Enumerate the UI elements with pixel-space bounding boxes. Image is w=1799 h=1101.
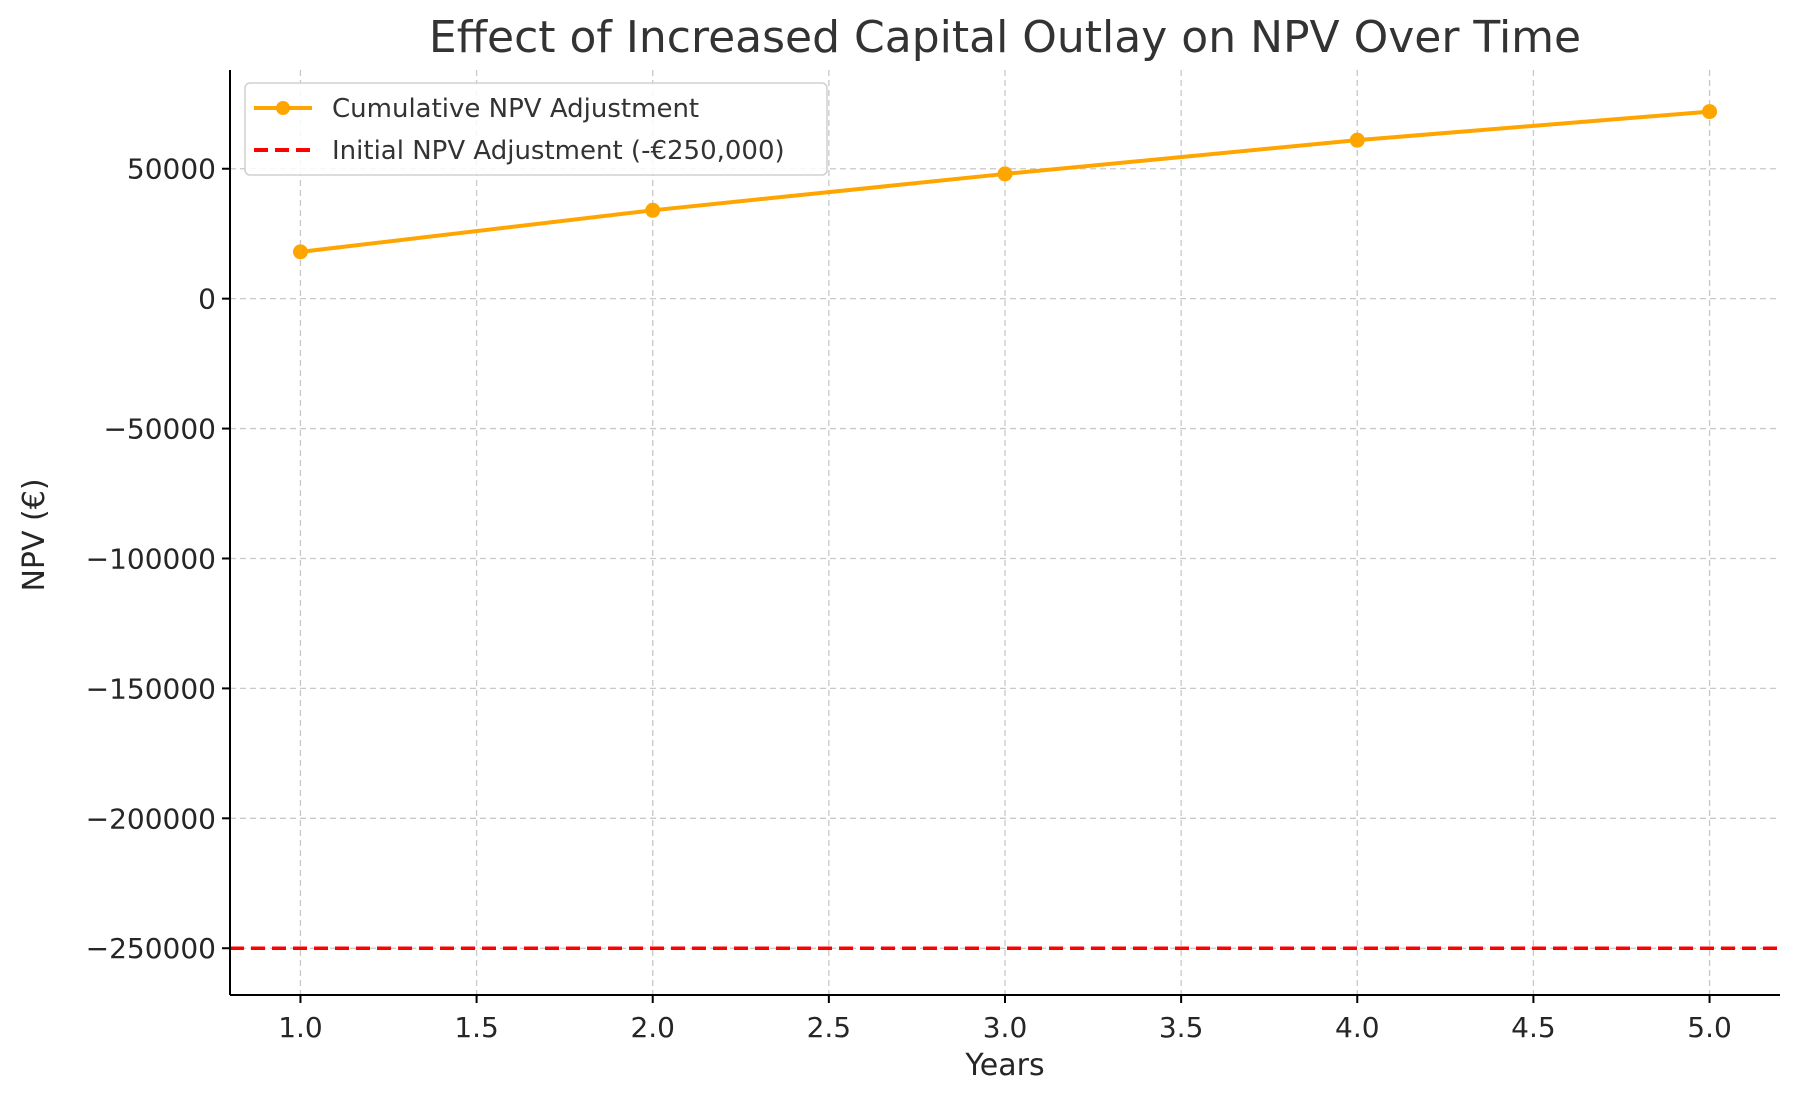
data-point xyxy=(1702,104,1718,120)
x-axis-title: Years xyxy=(964,1048,1044,1083)
y-tick-label: −250000 xyxy=(86,932,216,965)
grid xyxy=(230,70,1780,995)
y-tick-label: 0 xyxy=(198,283,216,316)
data-point xyxy=(997,166,1013,182)
legend-series-marker-swatch xyxy=(276,101,290,115)
x-tick-label: 5.0 xyxy=(1687,1011,1732,1044)
x-tick-label: 1.5 xyxy=(454,1011,499,1044)
x-tick-label: 3.0 xyxy=(983,1011,1028,1044)
y-tick-label: 50000 xyxy=(127,153,216,186)
legend-label-series: Cumulative NPV Adjustment xyxy=(332,94,699,124)
legend: Cumulative NPV Adjustment Initial NPV Ad… xyxy=(244,82,828,176)
x-tick-label: 1.0 xyxy=(278,1011,323,1044)
x-tick-label: 2.5 xyxy=(807,1011,852,1044)
data-point xyxy=(645,202,661,218)
chart-title: Effect of Increased Capital Outlay on NP… xyxy=(429,12,1581,63)
legend-label-reference: Initial NPV Adjustment (-€250,000) xyxy=(332,136,785,166)
legend-box xyxy=(244,82,828,176)
x-tick-label: 3.5 xyxy=(1159,1011,1204,1044)
series-layer xyxy=(292,104,1718,260)
y-tick-label: −200000 xyxy=(86,802,216,835)
axes xyxy=(222,70,1780,1003)
tick-labels: 1.0 1.5 2.0 2.5 3.0 3.5 4.0 4.5 5.0 50000 0 −50000 −… xyxy=(86,153,1732,1044)
y-tick-label: −100000 xyxy=(86,542,216,575)
data-point xyxy=(292,244,308,260)
x-tick-label: 4.5 xyxy=(1511,1011,1556,1044)
data-point xyxy=(1349,132,1365,148)
y-axis-title: NPV (€) xyxy=(17,478,52,591)
x-tick-label: 4.0 xyxy=(1335,1011,1380,1044)
x-tick-label: 2.0 xyxy=(630,1011,675,1044)
y-tick-label: −150000 xyxy=(86,672,216,705)
y-tick-label: −50000 xyxy=(103,413,216,446)
